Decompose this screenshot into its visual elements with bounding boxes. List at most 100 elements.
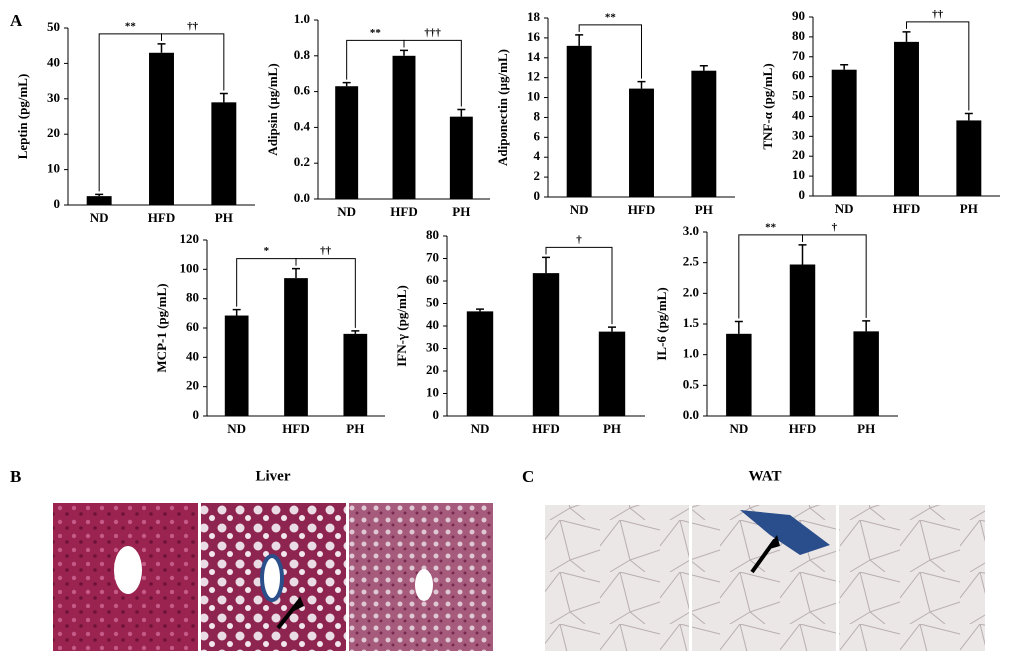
significance-label: ** xyxy=(765,221,777,233)
bar xyxy=(449,116,473,199)
y-tick-label: 60 xyxy=(186,319,199,334)
bar xyxy=(211,102,237,205)
bar-chart: IL-6 (pg/mL) 0.0 0.5 1.0 1.5 2.0 2.5 3.0 ND HFD PH… xyxy=(654,221,898,436)
y-tick-label: 20 xyxy=(792,147,805,162)
error-bar xyxy=(342,81,351,87)
y-tick-label: 4 xyxy=(534,148,541,163)
bar-chart: IFN-γ (pg/mL) 0 10 20 30 40 50 60 70 80 ND HFD PH † xyxy=(394,227,645,436)
x-tick-label: HFD xyxy=(628,202,655,217)
x-tick-label: HFD xyxy=(789,421,816,436)
y-tick-label: 70 xyxy=(792,48,805,63)
y-tick-label: 80 xyxy=(186,290,199,305)
significance-bracket xyxy=(161,33,225,91)
error-bar xyxy=(232,308,241,316)
y-tick-label: 10 xyxy=(426,384,439,399)
x-tick-label: ND xyxy=(729,421,748,436)
y-tick-label: 0.0 xyxy=(294,190,310,205)
error-bar xyxy=(476,308,484,312)
y-tick-label: 6 xyxy=(534,128,541,143)
y-tick-label: 50 xyxy=(426,294,439,309)
y-tick-label: 60 xyxy=(426,272,439,287)
bar xyxy=(284,278,308,416)
y-tick-label: 50 xyxy=(47,19,60,34)
significance-label: † xyxy=(832,221,838,233)
y-tick-label: 8 xyxy=(534,108,541,123)
bar xyxy=(343,333,368,416)
y-tick-label: 80 xyxy=(792,28,805,43)
y-tick-label: 0.8 xyxy=(294,47,311,62)
bar-chart: MCP-1 (pg/mL) 0 20 40 60 80 100 120 ND HFD PH * †† xyxy=(154,231,385,436)
x-tick-label: ND xyxy=(337,204,356,219)
error-bar xyxy=(798,244,807,265)
significance-bracket xyxy=(802,234,867,318)
y-tick-label: 2.0 xyxy=(683,284,699,299)
y-tick-label: 40 xyxy=(426,317,439,332)
liver-images xyxy=(53,503,493,651)
bar xyxy=(392,55,416,199)
y-tick-label: 18 xyxy=(527,9,541,24)
y-tick-label: 12 xyxy=(527,69,540,84)
error-bar xyxy=(699,64,708,71)
bar xyxy=(726,333,752,416)
error-bar xyxy=(400,49,408,56)
y-tick-label: 30 xyxy=(792,127,805,142)
x-tick-label: PH xyxy=(857,421,875,436)
y-axis-title: IFN-γ (pg/mL) xyxy=(394,285,409,367)
y-axis-title: TNF-α (pg/mL) xyxy=(760,63,775,149)
y-tick-label: 20 xyxy=(426,362,439,377)
error-bar xyxy=(734,320,743,334)
significance-label: ††† xyxy=(424,27,441,39)
image-ph xyxy=(839,505,985,651)
x-tick-label: PH xyxy=(215,210,233,225)
y-tick-label: 10 xyxy=(47,161,60,176)
x-tick-label: PH xyxy=(452,204,470,219)
error-bar xyxy=(862,320,871,332)
bar xyxy=(335,86,359,199)
y-tick-label: 1.5 xyxy=(683,315,700,330)
error-bar xyxy=(608,326,616,332)
vein xyxy=(114,546,142,594)
bar xyxy=(956,120,982,196)
bar xyxy=(86,196,112,205)
y-tick-label: 40 xyxy=(47,54,60,69)
significance-label: ** xyxy=(125,20,137,32)
error-bar xyxy=(351,330,360,334)
significance-bracket xyxy=(545,246,613,325)
bar xyxy=(566,45,592,197)
y-axis-title: IL-6 (pg/mL) xyxy=(654,287,669,360)
y-tick-label: 30 xyxy=(47,90,60,105)
bar xyxy=(598,331,626,416)
bar xyxy=(629,88,654,197)
bar-chart: TNF-α (pg/mL) 0 10 20 30 40 50 60 70 80 90 ND HFD PH †… xyxy=(760,8,1000,216)
y-tick-label: 0 xyxy=(193,407,200,422)
bar xyxy=(466,311,494,416)
panel-label: A xyxy=(10,11,23,30)
fibrosis xyxy=(740,510,830,555)
x-tick-label: HFD xyxy=(390,204,417,219)
y-tick-label: 30 xyxy=(426,339,439,354)
bar xyxy=(789,264,816,416)
x-tick-label: PH xyxy=(346,421,364,436)
significance-bracket xyxy=(295,258,356,328)
y-tick-label: 40 xyxy=(186,348,199,363)
y-tick-label: 60 xyxy=(792,68,805,83)
error-bar xyxy=(219,92,228,103)
y-tick-label: 90 xyxy=(792,8,805,23)
x-tick-label: HFD xyxy=(148,210,175,225)
panel-label: B xyxy=(10,467,21,486)
error-bar xyxy=(157,43,166,53)
y-tick-label: 50 xyxy=(792,88,805,103)
error-bar xyxy=(964,112,973,121)
panel-label: C xyxy=(522,467,534,486)
significance-label: ** xyxy=(370,27,382,39)
y-tick-label: 3.0 xyxy=(683,223,699,238)
significance-label: ** xyxy=(605,11,617,23)
y-tick-label: 120 xyxy=(180,231,200,246)
vein xyxy=(260,554,284,602)
vein xyxy=(415,569,433,601)
x-tick-label: ND xyxy=(835,201,854,216)
y-tick-label: 0.0 xyxy=(683,407,699,422)
significance-label: † xyxy=(576,234,582,246)
y-tick-label: 16 xyxy=(527,29,541,44)
